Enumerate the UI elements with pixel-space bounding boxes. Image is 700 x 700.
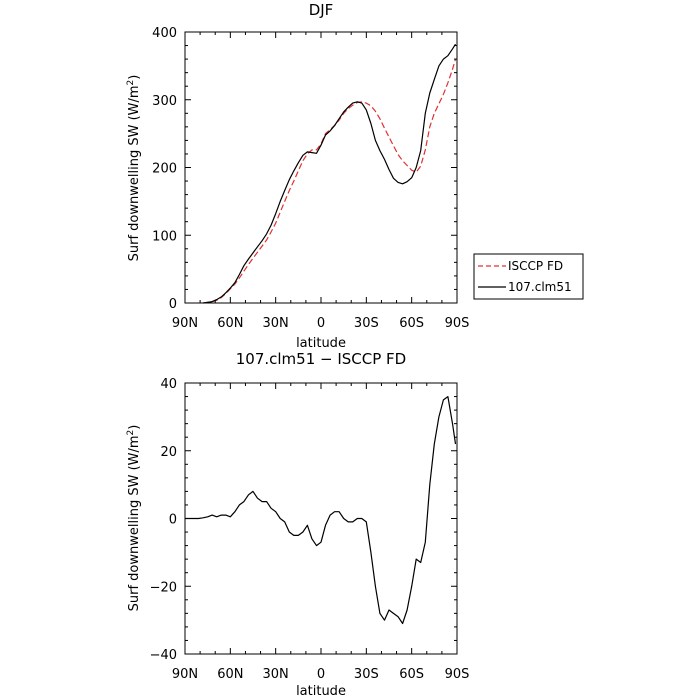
y-tick-label: 0: [169, 297, 177, 312]
legend-label-107-clm51: 107.clm51: [508, 280, 572, 294]
x-tick-label: 0: [317, 316, 325, 331]
y-tick-label: 400: [152, 26, 177, 41]
y-tick-label: 40: [160, 377, 177, 392]
series-line-isccp-fd: [203, 58, 457, 304]
x-tick-label: 90N: [172, 316, 198, 331]
y-tick-label: 0: [169, 513, 177, 528]
y-tick-label: −40: [150, 648, 177, 663]
series-line-107-clm51: [203, 43, 457, 304]
y-axis-label-superscript: 2: [126, 80, 136, 86]
legend-box: [473, 253, 584, 300]
y-tick-label: 20: [160, 445, 177, 460]
x-axis-label: latitude: [296, 336, 346, 351]
x-tick-label: 30N: [263, 316, 289, 331]
ticks-layer: [184, 382, 458, 655]
x-tick-label: 60S: [399, 667, 424, 682]
ticks-layer: [184, 31, 458, 304]
y-tick-label: 200: [152, 162, 177, 177]
y-axis-label-superscript: 2: [126, 430, 136, 436]
x-tick-label: 90S: [445, 316, 470, 331]
x-tick-label: 0: [317, 667, 325, 682]
y-tick-labels: −40 −20 0 20 40: [150, 377, 177, 663]
x-tick-label: 60N: [217, 667, 243, 682]
x-tick-label: 90N: [172, 667, 198, 682]
x-axis-label: latitude: [296, 684, 346, 699]
x-tick-label: 60S: [399, 316, 424, 331]
x-tick-labels: 90N 60N 30N 0 30S 60S 90S: [172, 667, 470, 682]
y-tick-label: 300: [152, 94, 177, 109]
y-axis-label-main: Surf downwelling SW (W/m: [127, 435, 142, 611]
series-line-difference: [185, 396, 457, 625]
x-tick-labels: 90N 60N 30N 0 30S 60S 90S: [172, 316, 470, 331]
y-tick-label: −20: [150, 580, 177, 595]
x-tick-label: 90S: [445, 667, 470, 682]
y-tick-labels: 0 100 200 300 400: [152, 26, 177, 312]
y-axis-label: Surf downwelling SW (W/m2): [126, 425, 142, 612]
legend-label-isccp-fd: ISCCP FD: [508, 259, 563, 273]
series-layer: [185, 396, 457, 625]
y-axis-label-main: Surf downwelling SW (W/m: [127, 85, 142, 261]
y-tick-label: 100: [152, 229, 177, 244]
panel-djf: DJF 90N 60N 30N 0 30S 60S 90S 0 100 200 300 400 la…: [126, 1, 584, 351]
x-tick-label: 30N: [263, 667, 289, 682]
x-tick-label: 60N: [217, 316, 243, 331]
x-tick-label: 30S: [354, 667, 379, 682]
panel-difference: 107.clm51 − ISCCP FD 90N 60N 30N 0 30S 60S 90S…: [126, 350, 469, 699]
y-axis-label-close: ): [127, 425, 142, 430]
y-axis-label-close: ): [127, 75, 142, 80]
series-layer: [203, 43, 457, 304]
y-axis-label: Surf downwelling SW (W/m2): [126, 75, 142, 262]
legend: ISCCP FD 107.clm51: [473, 253, 584, 300]
x-tick-label: 30S: [354, 316, 379, 331]
chart-title: DJF: [309, 1, 334, 19]
chart-title: 107.clm51 − ISCCP FD: [236, 350, 407, 368]
